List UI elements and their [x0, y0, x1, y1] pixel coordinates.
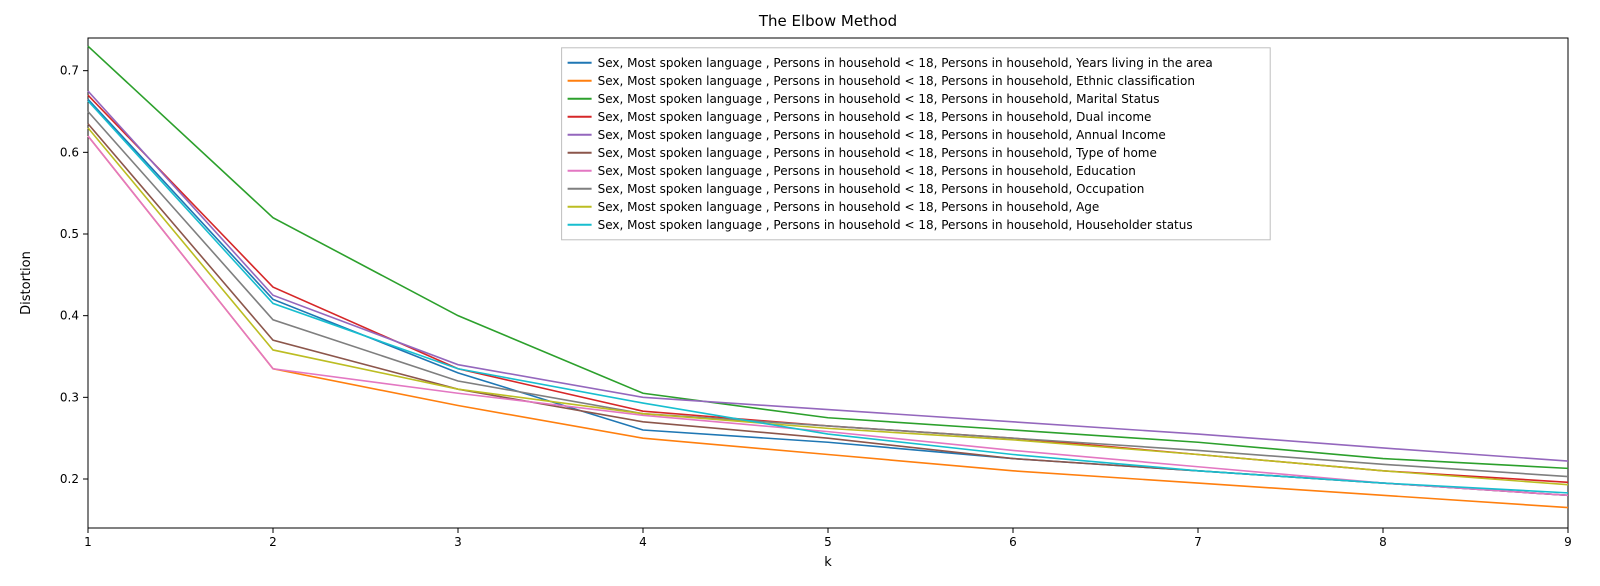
legend-label-8: Sex, Most spoken language , Persons in h…: [598, 200, 1100, 214]
legend-label-5: Sex, Most spoken language , Persons in h…: [598, 146, 1157, 160]
x-tick-label: 9: [1564, 535, 1572, 549]
y-tick-label: 0.2: [60, 472, 79, 486]
x-tick-label: 7: [1194, 535, 1202, 549]
legend-label-9: Sex, Most spoken language , Persons in h…: [598, 218, 1193, 232]
chart-title: The Elbow Method: [758, 12, 897, 30]
legend: Sex, Most spoken language , Persons in h…: [562, 48, 1271, 240]
x-tick-label: 5: [824, 535, 832, 549]
legend-label-2: Sex, Most spoken language , Persons in h…: [598, 92, 1160, 106]
legend-label-0: Sex, Most spoken language , Persons in h…: [598, 56, 1213, 70]
x-tick-label: 6: [1009, 535, 1017, 549]
legend-label-3: Sex, Most spoken language , Persons in h…: [598, 110, 1152, 124]
elbow-chart: The Elbow Method 1 2 3 4 5 6 7 8 9 0.2 0.3 0.4 0.5 0.6…: [10, 10, 1590, 576]
x-tick-label: 2: [269, 535, 277, 549]
legend-label-7: Sex, Most spoken language , Persons in h…: [598, 182, 1145, 196]
legend-label-1: Sex, Most spoken language , Persons in h…: [598, 74, 1195, 88]
legend-label-6: Sex, Most spoken language , Persons in h…: [598, 164, 1136, 178]
chart-svg: The Elbow Method 1 2 3 4 5 6 7 8 9 0.2 0.3 0.4 0.5 0.6…: [10, 10, 1590, 576]
x-tick-label: 4: [639, 535, 647, 549]
x-axis-label: k: [824, 555, 832, 570]
x-tick-label: 1: [84, 535, 92, 549]
y-tick-label: 0.5: [60, 227, 79, 241]
legend-label-4: Sex, Most spoken language , Persons in h…: [598, 128, 1166, 142]
y-tick-label: 0.6: [60, 145, 79, 159]
y-tick-label: 0.7: [60, 64, 79, 78]
y-axis-label: Distortion: [19, 251, 34, 315]
y-tick-label: 0.3: [60, 390, 79, 404]
x-tick-label: 8: [1379, 535, 1387, 549]
y-tick-label: 0.4: [60, 309, 79, 323]
x-tick-label: 3: [454, 535, 462, 549]
